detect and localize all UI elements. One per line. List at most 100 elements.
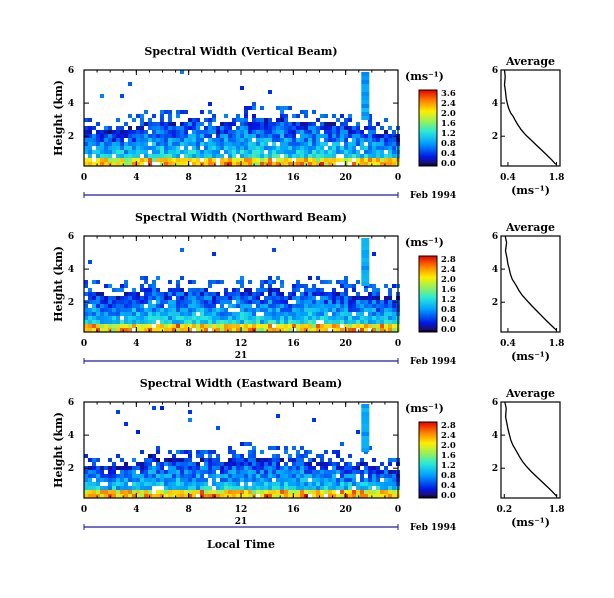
heatmap-cell	[140, 134, 144, 138]
heatmap-cell	[152, 284, 156, 288]
heatmap-cell	[192, 138, 196, 142]
y-tick-label: 2	[68, 132, 74, 142]
heatmap-cell	[252, 300, 256, 304]
heatmap-cell	[236, 312, 240, 316]
heatmap-cell	[268, 446, 272, 450]
heatmap-cell	[348, 142, 352, 146]
heatmap-cell	[192, 130, 196, 134]
heatmap-cell	[364, 296, 368, 300]
heatmap-cell	[184, 474, 188, 478]
heatmap-cell	[248, 470, 252, 474]
heatmap-cell	[348, 134, 352, 138]
heatmap-cell	[92, 458, 96, 462]
heatmap-cell	[148, 146, 152, 150]
heatmap-cell	[248, 126, 252, 130]
heatmap-cell	[372, 474, 376, 478]
heatmap-cell	[160, 470, 164, 474]
heatmap-cell	[248, 106, 252, 110]
heatmap-cell	[188, 418, 192, 422]
heatmap-cell	[316, 276, 320, 280]
heatmap-cell	[192, 162, 196, 166]
heatmap-cell	[92, 482, 96, 486]
heatmap-cell	[304, 454, 308, 458]
heatmap-cell	[212, 308, 216, 312]
heatmap-cell	[172, 304, 176, 308]
heatmap-cell	[332, 296, 336, 300]
heatmap-cell	[108, 478, 112, 482]
heatmap-cell	[168, 150, 172, 154]
profile-y-tick-label: 6	[492, 232, 498, 242]
heatmap-cell	[204, 296, 208, 300]
heatmap-cell	[112, 466, 116, 470]
heatmap-cell	[300, 300, 304, 304]
heatmap-cell	[240, 462, 244, 466]
heatmap-cell	[120, 494, 124, 498]
heatmap-cell	[128, 320, 132, 324]
heatmap-cell	[292, 462, 296, 466]
heatmap-cell	[100, 300, 104, 304]
heatmap-cell	[104, 474, 108, 478]
heatmap-cell	[192, 154, 196, 158]
profile-title: Average	[505, 387, 555, 400]
heatmap-cell	[348, 486, 352, 490]
heatmap-cell	[324, 150, 328, 154]
heatmap-cell	[148, 324, 152, 328]
heatmap-cell	[192, 158, 196, 162]
colorbar-tick-label: 1.6	[441, 285, 456, 295]
heatmap-cell	[296, 150, 300, 154]
heatmap-cell	[196, 138, 200, 142]
heatmap-cell	[96, 328, 100, 332]
heatmap-cell	[196, 292, 200, 296]
heatmap-cell	[120, 490, 124, 494]
heatmap-cell	[192, 308, 196, 312]
heatmap-cell	[344, 142, 348, 146]
heatmap-cell	[84, 304, 88, 308]
heatmap-cell	[264, 312, 268, 316]
heatmap-cell	[368, 114, 372, 118]
heatmap-cell	[336, 320, 340, 324]
heatmap-cell	[128, 154, 132, 158]
heatmap-cell	[348, 482, 352, 486]
heatmap-cell	[112, 494, 116, 498]
heatmap-cell	[124, 142, 128, 146]
heatmap-cell	[184, 316, 188, 320]
heatmap-cell	[240, 494, 244, 498]
heatmap-cell	[172, 130, 176, 134]
heatmap-cell	[148, 308, 152, 312]
heatmap-cell	[244, 110, 248, 114]
heatmap-cell	[116, 316, 120, 320]
heatmap-cell	[260, 292, 264, 296]
heatmap-cell	[300, 308, 304, 312]
heatmap-cell	[276, 458, 280, 462]
heatmap-cell	[352, 478, 356, 482]
heatmap-cell	[300, 154, 304, 158]
heatmap-cell	[120, 134, 124, 138]
heatmap-cell	[252, 308, 256, 312]
heatmap-cell	[160, 158, 164, 162]
heatmap-cell	[104, 316, 108, 320]
heatmap-cell	[296, 296, 300, 300]
heatmap-cell	[384, 494, 388, 498]
heatmap-cell	[204, 458, 208, 462]
heatmap-cell	[84, 470, 88, 474]
heatmap-cell	[184, 138, 188, 142]
heatmap-cell	[308, 154, 312, 158]
heatmap-cell	[380, 328, 384, 332]
heatmap-cell	[268, 324, 272, 328]
heatmap-cell	[88, 482, 92, 486]
heatmap-cell	[172, 150, 176, 154]
heatmap-cell	[208, 312, 212, 316]
colorbar	[418, 255, 438, 333]
heatmap-cell	[196, 150, 200, 154]
heatmap-cell	[328, 158, 332, 162]
profile-y-tick-label: 2	[492, 132, 498, 142]
heatmap-cell	[260, 134, 264, 138]
heatmap-cell	[164, 482, 168, 486]
heatmap-cell	[328, 474, 332, 478]
heatmap-cell	[348, 454, 352, 458]
heatmap-cell	[160, 296, 164, 300]
y-tick-label: 4	[68, 265, 74, 275]
heatmap-cell	[188, 462, 192, 466]
heatmap-cell	[356, 466, 360, 470]
heatmap-cell	[140, 138, 144, 142]
